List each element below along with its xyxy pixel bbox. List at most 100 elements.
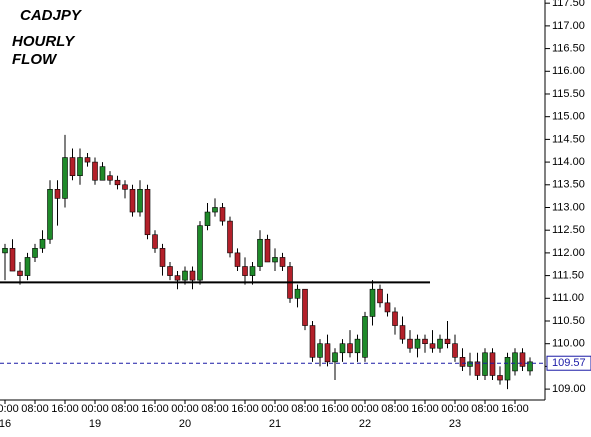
y-tick-label: 115.00 xyxy=(552,111,585,123)
y-tick-label: 112.50 xyxy=(552,224,585,236)
candle-body xyxy=(2,248,8,254)
x-tick-label: 08:00 xyxy=(111,403,139,415)
candle-body xyxy=(452,343,458,358)
y-tick-label: 116.50 xyxy=(552,42,585,54)
candle-body xyxy=(459,357,466,367)
candle-body xyxy=(422,338,428,345)
x-tick-label: 00:00 xyxy=(351,403,379,415)
y-tick-label: 115.50 xyxy=(552,88,585,100)
candle-body xyxy=(302,288,308,326)
candle-body xyxy=(444,338,451,345)
x-tick-label: 16:00 xyxy=(501,403,529,415)
y-tick-label: 114.00 xyxy=(552,156,585,168)
y-tick-label: 117.50 xyxy=(552,0,585,9)
candle-body xyxy=(294,288,301,299)
x-tick-label: 16:00 xyxy=(411,403,439,415)
x-tick-label: 08:00 xyxy=(471,403,499,415)
candle-body xyxy=(39,238,46,249)
candle-body xyxy=(369,288,376,317)
candle-body xyxy=(519,352,526,367)
candle-body xyxy=(279,257,286,267)
candle-body xyxy=(504,357,511,381)
y-tick-label: 111.50 xyxy=(552,270,584,282)
candle-body xyxy=(197,225,203,281)
candle-body xyxy=(324,343,331,363)
candle-body xyxy=(152,234,158,249)
candle-body xyxy=(114,179,121,186)
x-tick-label: 16:00 xyxy=(231,403,259,415)
y-tick-label: 110.00 xyxy=(552,338,585,350)
x-tick-label: 00:00 xyxy=(81,403,109,415)
candle-body xyxy=(242,266,248,276)
x-tick-label: 00:00 xyxy=(171,403,199,415)
candle-body xyxy=(54,189,61,199)
candle-body xyxy=(347,343,353,354)
candle-body xyxy=(392,311,398,326)
y-tick-label: 113.50 xyxy=(552,179,585,191)
x-tick-label: 08:00 xyxy=(381,403,409,415)
x-tick-label: 16:00 xyxy=(321,403,349,415)
x-tick-label: 00:00 xyxy=(441,403,469,415)
candle-body xyxy=(489,352,496,376)
candle-body xyxy=(234,252,241,267)
candle-body xyxy=(77,157,83,177)
candle-body xyxy=(354,338,361,354)
candle-body xyxy=(227,220,233,254)
candle-body xyxy=(24,257,31,276)
x-tick-label: 08:00 xyxy=(21,403,49,415)
candle-body xyxy=(17,270,23,276)
candle-body xyxy=(174,275,181,281)
candle-body xyxy=(129,189,136,213)
candle-body xyxy=(122,184,128,190)
x-tick-label: 00:00 xyxy=(261,403,289,415)
last-price-box xyxy=(546,355,591,371)
candle-body xyxy=(47,189,53,240)
candle-body xyxy=(99,166,106,181)
candle-body xyxy=(144,189,151,236)
candle-body xyxy=(377,288,383,304)
chart-title: CADJPY xyxy=(20,7,83,24)
y-tick-label: 111.00 xyxy=(552,292,584,304)
candle-body xyxy=(399,325,406,340)
candle-body xyxy=(32,248,38,258)
candle-body xyxy=(264,238,271,263)
x-tick-label: 08:00 xyxy=(291,403,319,415)
candle-body xyxy=(204,211,211,226)
candle-body xyxy=(339,343,346,354)
y-tick-label: 116.00 xyxy=(552,65,585,77)
candle-body xyxy=(497,375,503,381)
candle-body xyxy=(467,361,473,367)
date-label: 21 xyxy=(269,418,281,430)
candle-body xyxy=(107,175,113,181)
candle-body xyxy=(474,361,481,376)
candle-body xyxy=(167,266,173,276)
y-tick-label: 117.00 xyxy=(552,20,585,32)
candle-body xyxy=(84,157,91,163)
candle-body xyxy=(437,338,443,349)
chart-subtitle: HOURLY xyxy=(12,33,76,50)
y-tick-label: 112.00 xyxy=(552,247,585,259)
x-tick-label: 08:00 xyxy=(201,403,229,415)
chart-subtitle: FLOW xyxy=(12,51,58,68)
candle-body xyxy=(62,157,68,199)
candle-body xyxy=(92,161,98,181)
candle-body xyxy=(9,248,16,272)
candle-body xyxy=(182,270,188,281)
candle-body xyxy=(482,352,488,376)
x-tick-label: 16:00 xyxy=(141,403,169,415)
candle-body xyxy=(159,248,166,267)
candle-body xyxy=(407,338,413,349)
candle-body xyxy=(317,343,323,358)
candle-body xyxy=(69,157,76,177)
candle-body xyxy=(384,302,391,313)
date-label: 22 xyxy=(359,418,371,430)
candle-body xyxy=(362,316,368,358)
date-label: 20 xyxy=(179,418,191,430)
y-tick-label: 110.50 xyxy=(552,315,585,327)
candle-body xyxy=(249,266,256,276)
candle-body xyxy=(527,361,533,372)
candle-body xyxy=(189,270,196,281)
x-tick-label: 00:00 xyxy=(0,403,19,415)
candle-body xyxy=(309,325,316,358)
candle-body xyxy=(272,257,278,263)
